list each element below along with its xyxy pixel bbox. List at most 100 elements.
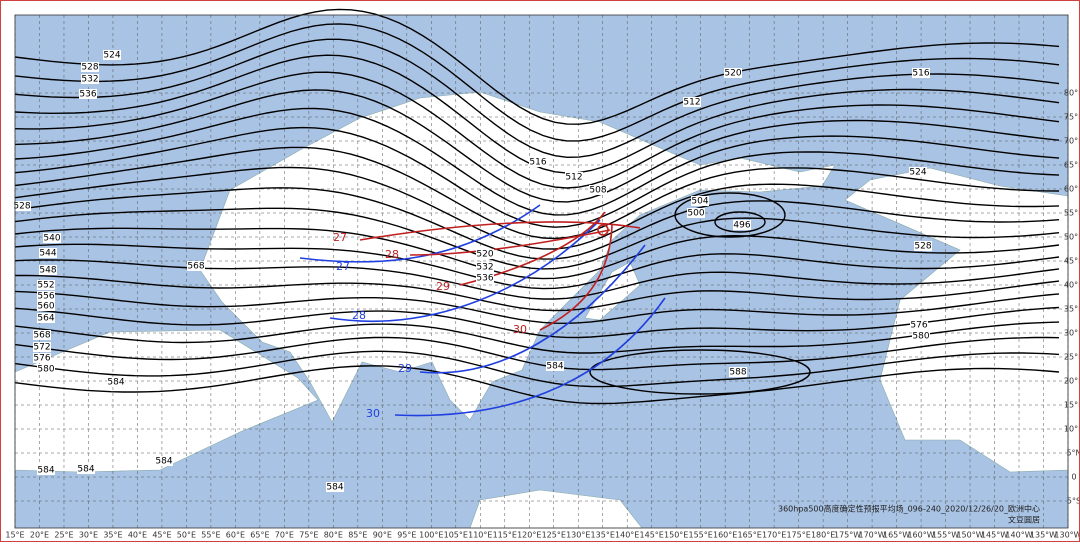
contour-label: 536 bbox=[476, 274, 493, 284]
contour-label: 560 bbox=[37, 302, 54, 312]
contour-line bbox=[14, 146, 1060, 240]
latitude-label: 35°N bbox=[1064, 305, 1080, 314]
contour-label: 584 bbox=[155, 457, 172, 467]
red-front-label: 29 bbox=[436, 280, 450, 293]
longitude-label: 175°W bbox=[834, 531, 861, 540]
contour-label: 552 bbox=[37, 281, 54, 291]
latitude-label: 15°N bbox=[1064, 401, 1080, 410]
contour-label-bg bbox=[914, 241, 932, 251]
map-frame bbox=[14, 14, 1069, 529]
contour-label: 500 bbox=[687, 209, 704, 219]
longitude-label: 50°E bbox=[177, 531, 196, 540]
contour-label-bg bbox=[476, 262, 494, 272]
contour-label-bg bbox=[683, 97, 701, 107]
blue-front-label: 30 bbox=[366, 407, 380, 420]
contour-line bbox=[14, 23, 1060, 142]
longitude-label: 75°E bbox=[299, 531, 318, 540]
contour-label: 584 bbox=[107, 378, 124, 388]
contour-label-bg bbox=[476, 249, 494, 259]
contour-label-bg bbox=[529, 157, 547, 167]
contour-label-bg bbox=[187, 261, 205, 271]
longitude-label: 125°E bbox=[542, 531, 566, 540]
contour-label-bg bbox=[37, 291, 55, 301]
contour-label-bg bbox=[81, 74, 99, 84]
longitude-label: 160°W bbox=[907, 531, 934, 540]
contour-line bbox=[14, 336, 1060, 371]
longitude-label: 45°E bbox=[152, 531, 171, 540]
contour-label: 544 bbox=[39, 249, 56, 259]
latitude-label: 65°N bbox=[1064, 161, 1080, 170]
contour-label: 580 bbox=[912, 332, 929, 342]
contour-line bbox=[14, 126, 1060, 228]
contour-label: 556 bbox=[37, 292, 54, 302]
latitude-label: 5°S bbox=[1067, 497, 1080, 506]
contour-label: 528 bbox=[13, 202, 30, 212]
contour-label: 572 bbox=[33, 343, 50, 353]
longitude-label: 20°E bbox=[30, 531, 49, 540]
contour-line bbox=[14, 321, 1060, 354]
longitude-label: 135°E bbox=[591, 531, 615, 540]
longitude-label: 130°E bbox=[566, 531, 590, 540]
contour-line bbox=[14, 89, 1060, 203]
contour-label-bg bbox=[103, 50, 121, 60]
low-contour bbox=[674, 192, 786, 238]
red-front-label: 28 bbox=[385, 248, 399, 261]
contour-label: 536 bbox=[79, 90, 96, 100]
contour-label: 504 bbox=[691, 197, 708, 207]
contour-label-bg bbox=[81, 62, 99, 72]
contour-label-bg bbox=[912, 68, 930, 78]
contour-label: 532 bbox=[81, 75, 98, 85]
contour-line bbox=[14, 227, 1060, 280]
contour-label-bg bbox=[691, 196, 709, 206]
contour-label: 528 bbox=[914, 242, 931, 252]
contour-label-bg bbox=[13, 201, 31, 211]
longitude-label: 155°W bbox=[932, 531, 959, 540]
longitude-label: 120°E bbox=[517, 531, 541, 540]
blue-line-29 bbox=[419, 244, 646, 374]
contour-line bbox=[14, 350, 1060, 388]
longitude-label: 65°E bbox=[250, 531, 269, 540]
latitude-label: 30°N bbox=[1064, 329, 1080, 338]
longitude-label: 160°E bbox=[713, 531, 737, 540]
longitude-label: 70°E bbox=[275, 531, 294, 540]
contour-label-bg bbox=[39, 248, 57, 258]
longitude-label: 165°W bbox=[883, 531, 910, 540]
longitude-label: 15°E bbox=[5, 531, 24, 540]
low-contour bbox=[714, 211, 766, 233]
blue-line-28 bbox=[329, 219, 601, 322]
longitude-label: 40°E bbox=[128, 531, 147, 540]
contour-label-bg bbox=[37, 364, 55, 374]
contour-label: 548 bbox=[39, 266, 56, 276]
contour-label: 584 bbox=[37, 466, 54, 476]
longitude-label: 35°E bbox=[103, 531, 122, 540]
longitude-label: 175°E bbox=[786, 531, 810, 540]
longitude-label: 55°E bbox=[201, 531, 220, 540]
contour-label-bg bbox=[37, 301, 55, 311]
latitude-label: 20°N bbox=[1064, 377, 1080, 386]
longitude-label: 25°E bbox=[54, 531, 73, 540]
contour-label-bg bbox=[326, 482, 344, 492]
latitude-label: 75°N bbox=[1064, 113, 1080, 122]
longitude-label: 135°W bbox=[1030, 531, 1057, 540]
contour-label: 584 bbox=[326, 483, 343, 493]
contour-label: 528 bbox=[81, 63, 98, 73]
longitude-label: 150°W bbox=[956, 531, 983, 540]
contour-label: 524 bbox=[103, 51, 120, 61]
contour-label: 576 bbox=[910, 321, 927, 331]
longitude-label: 165°E bbox=[737, 531, 761, 540]
longitude-label: 30°E bbox=[79, 531, 98, 540]
longitude-label: 145°W bbox=[981, 531, 1008, 540]
longitude-label: 140°W bbox=[1005, 531, 1032, 540]
longitude-label: 140°E bbox=[615, 531, 639, 540]
longitude-label: 155°E bbox=[689, 531, 713, 540]
high-contour bbox=[589, 349, 811, 395]
contour-label: 508 bbox=[589, 186, 606, 196]
contour-line bbox=[14, 243, 1060, 290]
latitude-label: 60°N bbox=[1064, 185, 1080, 194]
land bbox=[14, 91, 1069, 529]
contour-label: 516 bbox=[912, 69, 929, 79]
blue-front-label: 29 bbox=[398, 362, 412, 375]
contour-label-bg bbox=[565, 172, 583, 182]
contour-label: 588 bbox=[729, 368, 746, 378]
